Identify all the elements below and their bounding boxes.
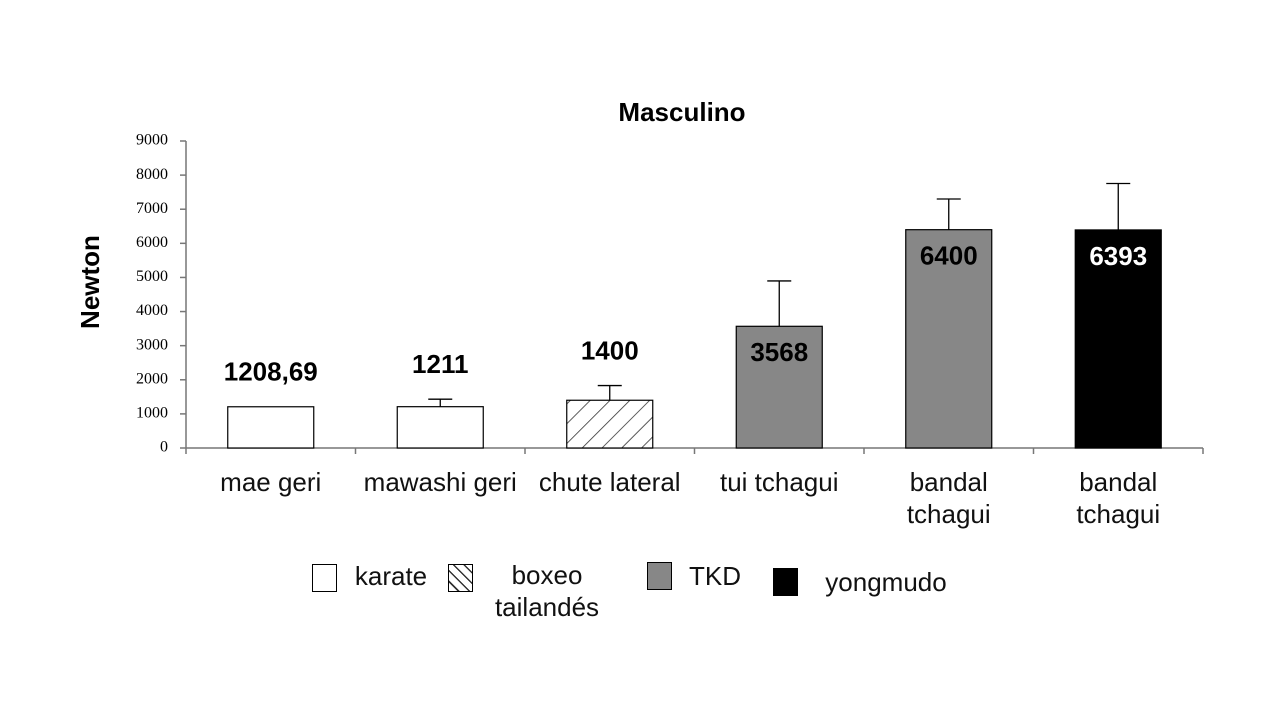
x-tick-label: bandal tchagui xyxy=(1076,467,1161,529)
y-tick-label: 4000 xyxy=(136,302,168,319)
bar xyxy=(227,406,315,449)
y-tick-label: 5000 xyxy=(136,268,168,285)
value-label: 6400 xyxy=(920,241,978,271)
value-label: 3568 xyxy=(750,337,808,367)
y-tick-label: 0 xyxy=(160,439,168,456)
x-tick-label: bandal tchagui xyxy=(906,467,991,529)
value-label: 1400 xyxy=(581,335,639,365)
legend-swatch xyxy=(773,568,798,596)
x-tick-label: chute lateral xyxy=(538,467,681,497)
value-label: 1211 xyxy=(412,349,468,379)
y-tick-label: 3000 xyxy=(136,336,168,353)
y-tick-label: 8000 xyxy=(136,166,168,183)
legend-label: yongmudo xyxy=(825,567,947,597)
x-tick-label: tui tchagui xyxy=(719,467,839,497)
legend-label: TKD xyxy=(689,561,741,591)
value-label: 1208,69 xyxy=(224,357,318,387)
legend-label: boxeo tailandés xyxy=(494,560,600,622)
legend-swatch xyxy=(647,562,672,590)
y-tick-label: 7000 xyxy=(136,200,168,217)
bar xyxy=(905,229,993,449)
bar xyxy=(735,325,823,449)
y-tick-label: 9000 xyxy=(136,132,168,149)
legend-swatch xyxy=(448,564,473,592)
y-tick-label: 6000 xyxy=(136,234,168,251)
x-tick-label: mae geri xyxy=(220,467,322,497)
legend-label: karate xyxy=(354,561,428,591)
bar xyxy=(1074,229,1162,449)
bar xyxy=(566,399,654,449)
legend-swatch xyxy=(312,564,337,592)
bar xyxy=(396,406,484,449)
value-label: 6393 xyxy=(1089,241,1147,271)
y-tick-label: 1000 xyxy=(136,405,168,422)
chart-title: Masculino xyxy=(618,97,745,127)
x-tick-label: mawashi geri xyxy=(363,467,517,497)
y-axis-label: Newton xyxy=(75,235,105,329)
y-tick-label: 2000 xyxy=(136,370,168,387)
